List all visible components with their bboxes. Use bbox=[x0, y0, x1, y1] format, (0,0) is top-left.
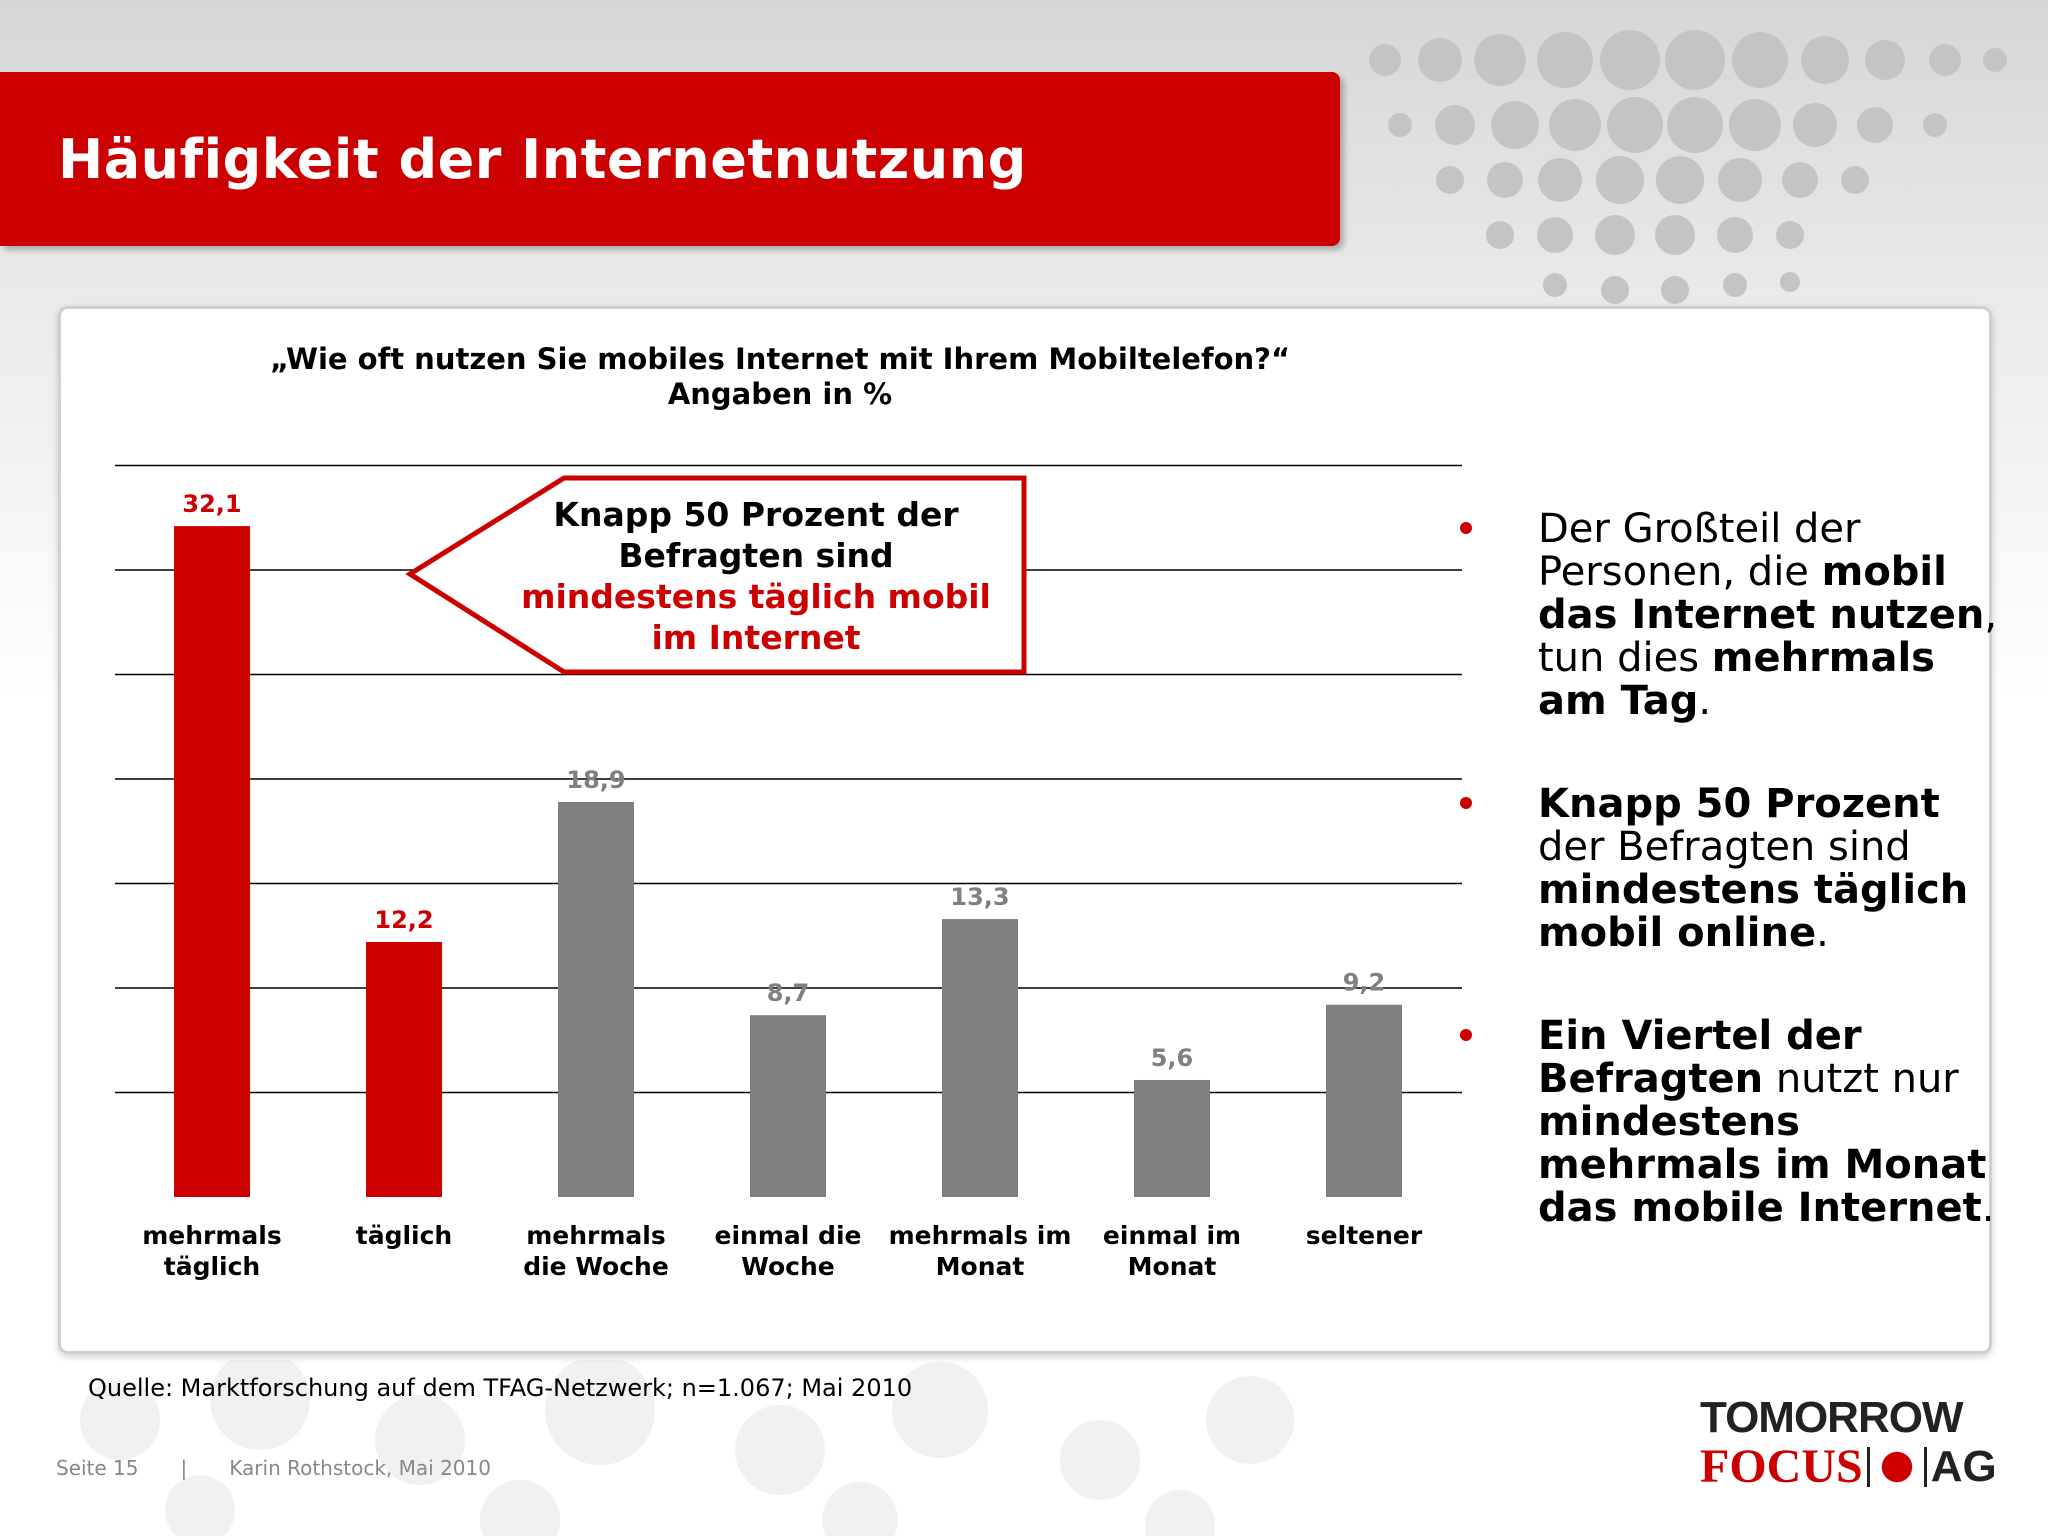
bar bbox=[942, 919, 1018, 1197]
logo-separator bbox=[1866, 1446, 1870, 1487]
finding-emphasis: mehrmals am Tag bbox=[1538, 635, 1935, 724]
page-title: Häufigkeit der Internetnutzung bbox=[58, 128, 1027, 191]
bullet-icon bbox=[1460, 797, 1472, 809]
key-findings: Der Großteil der Personen, die mobil das… bbox=[1460, 508, 2000, 1290]
callout-line-2: Befragten sind bbox=[618, 536, 893, 575]
value-label: 12,2 bbox=[374, 906, 433, 934]
logo-line-2: FOCUS AG bbox=[1700, 1439, 2000, 1494]
finding-1: Der Großteil der Personen, die mobil das… bbox=[1460, 508, 2000, 723]
question-line-1: „Wie oft nutzen Sie mobiles Internet mit… bbox=[269, 342, 1291, 376]
category-label: seltener bbox=[1306, 1221, 1423, 1250]
footer-author: Karin Rothstock, Mai 2010 bbox=[229, 1456, 491, 1480]
bullet-icon bbox=[1460, 1029, 1472, 1041]
category-label: täglich bbox=[164, 1252, 260, 1281]
finding-text: nutzt nur bbox=[1763, 1056, 1959, 1102]
value-label: 8,7 bbox=[767, 979, 810, 1007]
page-number: Seite 15 bbox=[56, 1456, 139, 1480]
finding-text: . bbox=[1698, 678, 1712, 724]
company-logo: TOMORROW FOCUS AG bbox=[1700, 1393, 2000, 1494]
category-label: Monat bbox=[1128, 1252, 1217, 1281]
bar bbox=[1134, 1079, 1210, 1197]
bar bbox=[558, 801, 634, 1197]
finding-emphasis: mindestens mehrmals im Monat das mobile … bbox=[1538, 1099, 1987, 1231]
value-label: 9,2 bbox=[1343, 969, 1386, 997]
value-label: 5,6 bbox=[1151, 1044, 1194, 1072]
category-label: mehrmals bbox=[526, 1221, 666, 1250]
decorative-bottom-dots bbox=[80, 1360, 1294, 1536]
bar bbox=[174, 526, 250, 1197]
source-note: Quelle: Marktforschung auf dem TFAG-Netz… bbox=[88, 1374, 913, 1402]
bars bbox=[174, 526, 1402, 1197]
category-label: einmal die bbox=[715, 1221, 862, 1250]
finding-emphasis: Ein Viertel der Befragten bbox=[1538, 1013, 1862, 1102]
finding-text: Der Großteil der Personen, die bbox=[1538, 506, 1861, 595]
footer-separator: | bbox=[180, 1456, 188, 1480]
category-label: täglich bbox=[356, 1221, 452, 1250]
logo-sun-icon bbox=[1877, 1447, 1916, 1486]
callout-arrow-shape bbox=[405, 475, 1027, 675]
value-label: 32,1 bbox=[182, 490, 241, 518]
finding-text: . bbox=[1981, 1185, 1995, 1231]
chart-question: „Wie oft nutzen Sie mobiles Internet mit… bbox=[200, 342, 1360, 412]
finding-text: , tun dies bbox=[1538, 592, 1998, 681]
bar bbox=[366, 942, 442, 1197]
category-label: Woche bbox=[741, 1252, 834, 1281]
question-line-2: Angaben in % bbox=[667, 377, 893, 411]
logo-separator bbox=[1923, 1446, 1927, 1487]
callout-line-4: im Internet bbox=[651, 618, 860, 657]
finding-text: . bbox=[1816, 910, 1829, 956]
callout-line-3: mindestens täglich mobil bbox=[521, 577, 991, 616]
finding-emphasis: Knapp 50 Prozent bbox=[1538, 781, 1940, 827]
value-label: 13,3 bbox=[950, 883, 1009, 911]
title-bar: Häufigkeit der Internetnutzung bbox=[0, 72, 1340, 246]
callout-box: Knapp 50 Prozent der Befragten sind mind… bbox=[405, 475, 1027, 675]
value-label: 18,9 bbox=[566, 766, 625, 794]
value-labels: 32,1 12,2 18,9 8,7 13,3 5,6 9,2 bbox=[182, 490, 1385, 1072]
callout-line-1: Knapp 50 Prozent der bbox=[553, 495, 959, 534]
category-label: einmal im bbox=[1103, 1221, 1241, 1250]
logo-line-1: TOMORROW bbox=[1700, 1393, 1964, 1442]
finding-text: der Befragten sind bbox=[1538, 824, 1911, 870]
finding-2: Knapp 50 Prozent der Befragten sind mind… bbox=[1460, 783, 2000, 955]
category-label: mehrmals im bbox=[889, 1221, 1072, 1250]
finding-emphasis: mobil das Internet nutzen bbox=[1538, 549, 1985, 638]
finding-emphasis: mindestens täglich mobil online bbox=[1538, 867, 1969, 956]
finding-3: Ein Viertel der Befragten nutzt nur mind… bbox=[1460, 1015, 2000, 1230]
bullet-icon bbox=[1460, 522, 1472, 534]
category-label: die Woche bbox=[523, 1252, 669, 1281]
category-label: Monat bbox=[936, 1252, 1025, 1281]
footer: Seite 15 | Karin Rothstock, Mai 2010 bbox=[56, 1456, 491, 1480]
bar bbox=[1326, 1004, 1402, 1197]
logo-ag: AG bbox=[1930, 1441, 1997, 1491]
decorative-dots bbox=[1369, 30, 2007, 304]
bar bbox=[750, 1015, 826, 1197]
category-label: mehrmals bbox=[142, 1221, 282, 1250]
logo-focus: FOCUS bbox=[1700, 1440, 1863, 1493]
